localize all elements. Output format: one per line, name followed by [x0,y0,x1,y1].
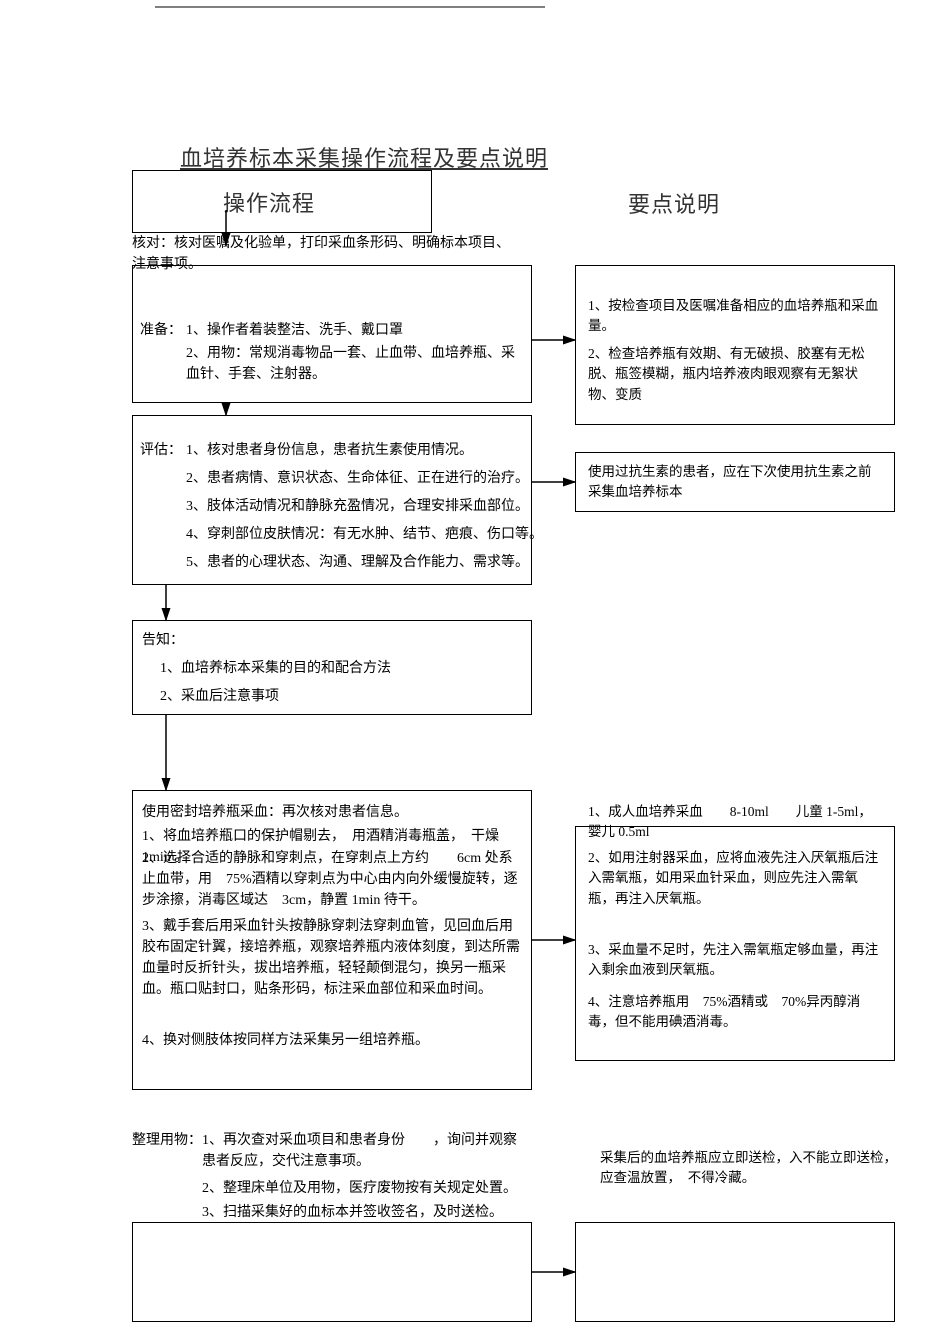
caoxue-4: 4、换对侧肢体按同样方法采集另一组培养瓶。 [142,1030,522,1051]
zhengli-label: 整理用物： [132,1130,202,1151]
col-right-title: 要点说明 [628,188,720,221]
zhengli-3: 3、扫描采集好的血标本并签收签名，及时送检。 [202,1202,532,1223]
pinggu-2: 2、患者病情、意识状态、生命体征、正在进行的治疗。 [186,468,529,489]
gaozhi-label: 告知： [142,630,184,651]
right1-2: 2、检查培养瓶有效期、有无破损、胶塞有无松脱、瓶签模糊，瓶内培养液肉眼观察有无絮… [588,344,883,405]
right3-3: 3、采血量不足时，先注入需氧瓶定够血量，再注入剩余血液到厌氧瓶。 [588,940,883,981]
right4: 采集后的血培养瓶应立即送检，入不能立即送检， 应查温放置， 不得冷藏。 [600,1148,895,1189]
caoxue-3: 3、戴手套后用采血针头按静脉穿刺法穿刺血管，见回血后用胶布固定针翼，接培养瓶，观… [142,916,522,1000]
col-left-title-box: 操作流程 [132,170,432,233]
zhunbei-1: 1、操作者着装整洁、洗手、戴口罩 [186,320,403,341]
gaozhi-2: 2、采血后注意事项 [160,686,279,707]
zhunbei-label: 准备： [140,320,182,341]
right3-4: 4、注意培养瓶用 75%酒精或 70%异丙醇消毒，但不能用碘酒消毒。 [588,992,883,1033]
right2: 使用过抗生素的患者，应在下次使用抗生素之前采集血培养标本 [588,462,883,503]
pinggu-1: 1、核对患者身份信息，患者抗生素使用情况。 [186,440,473,461]
pinggu-5: 5、患者的心理状态、沟通、理解及合作能力、需求等。 [186,552,529,573]
caoxue-2: 2、选择合适的静脉和穿刺点，在穿刺点上方约 6cm 处系止血带，用 75%酒精以… [142,848,522,911]
caoxue-header: 使用密封培养瓶采血：再次核对患者信息。 [142,802,408,823]
zhunbei-2: 2、用物：常规消毒物品一套、止血带、血培养瓶、采血针、手套、注射器。 [186,343,521,385]
pinggu-4: 4、穿刺部位皮肤情况：有无水肿、结节、疤痕、伤口等。 [186,524,543,545]
pinggu-label: 评估： [140,440,182,461]
zhengli-1: 1、再次查对采血项目和患者身份 ，询问并观察患者反应，交代注意事项。 [202,1130,522,1172]
gaozhi-1: 1、血培养标本采集的目的和配合方法 [160,658,391,679]
zhengli-2: 2、整理床单位及用物，医疗废物按有关规定处置。 [202,1178,532,1199]
bottom-right-box [575,1222,895,1322]
right3-2: 2、如用注射器采血，应将血液先注入厌氧瓶后注入需氧瓶，如用采血针采血，则应先注入… [588,848,883,909]
right1-1: 1、按检查项目及医嘱准备相应的血培养瓶和采血量。 [588,296,883,337]
col-left-title: 操作流程 [223,187,505,220]
bottom-left-box [132,1222,532,1322]
pinggu-3: 3、肢体活动情况和静脉充盈情况，合理安排采血部位。 [186,496,529,517]
